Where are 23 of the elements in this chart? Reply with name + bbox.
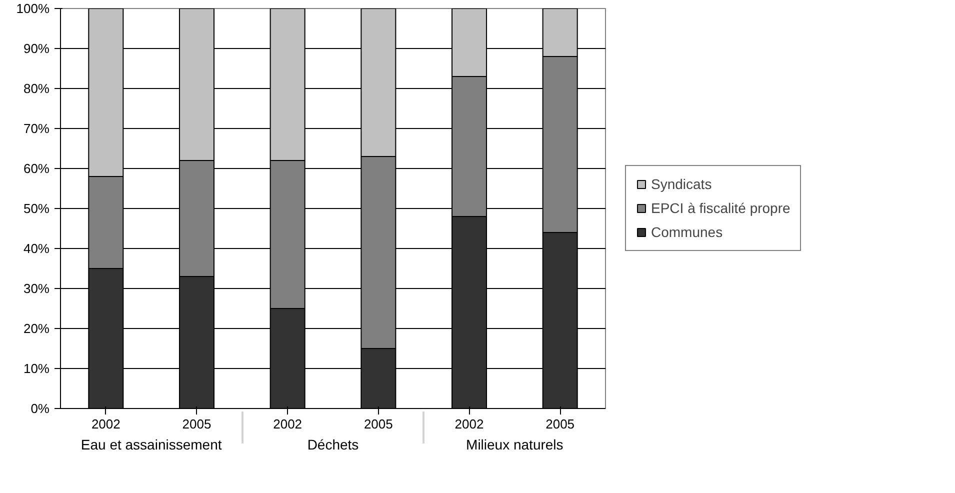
x-tick-label: 2005 [364,416,393,432]
x-tick-label: 2002 [91,416,120,432]
y-tick-label: 70% [23,121,50,136]
x-tick-label: 2002 [273,416,302,432]
y-tick-label: 50% [23,201,50,216]
y-tick-label: 10% [23,361,50,376]
y-tick-label: 40% [23,241,50,256]
y-tick-label: 20% [23,321,50,336]
x-tick-label: 2002 [454,416,484,432]
legend-label: EPCI à fiscalité propre [651,200,790,216]
legend-label: Syndicats [651,176,712,192]
y-tick-label: 90% [23,41,50,56]
text: Milieux naturels [466,436,564,452]
y-tick-label: 80% [23,81,50,96]
text: Déchets [307,436,359,452]
y-tick-label: 100% [16,1,50,16]
y-tick-label: 0% [30,401,50,416]
y-tick-label: 60% [23,161,50,176]
text: Eau et assainissement [80,436,222,452]
legend-label: Communes [651,224,723,240]
x-tick-label: 2005 [546,416,575,432]
x-tick-label: 2005 [182,416,212,432]
y-tick-label: 30% [23,281,50,296]
